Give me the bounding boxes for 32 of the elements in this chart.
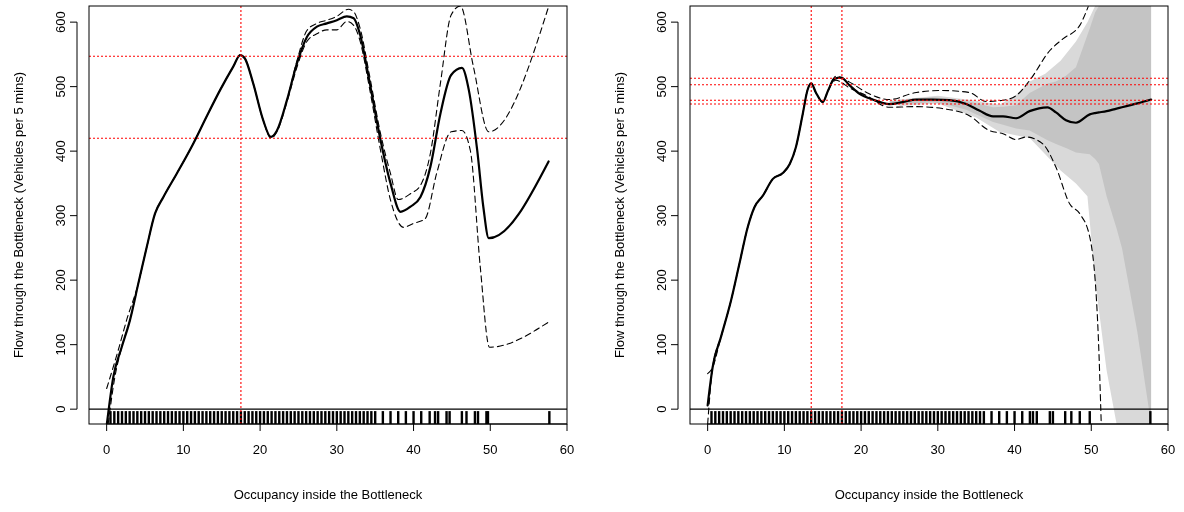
- y-tick-label: 500: [654, 75, 669, 98]
- x-tick-label: 10: [176, 442, 191, 457]
- x-tick-label: 50: [483, 442, 498, 457]
- x-axis-title: Occupancy inside the Bottleneck: [233, 487, 423, 502]
- y-tick-label: 600: [53, 11, 68, 33]
- y-axis-title: Flow through the Bottleneck (Vehicles per 5 mins): [612, 71, 627, 359]
- y-tick-label: 600: [654, 11, 669, 33]
- x-tick-label: 60: [559, 442, 575, 457]
- y-tick-label: 200: [53, 269, 68, 291]
- y-axis-title: Flow through the Bottleneck (Vehicles per 5 mins): [11, 71, 26, 359]
- y-tick-label: 100: [53, 333, 68, 356]
- x-tick-label: 30: [930, 442, 946, 457]
- x-tick-label: 60: [1160, 442, 1176, 457]
- y-tick-label: 0: [53, 405, 68, 413]
- x-tick-label: 30: [329, 442, 345, 457]
- x-tick-label: 40: [1007, 442, 1022, 457]
- x-axis-title: Occupancy inside the Bottleneck: [834, 487, 1024, 502]
- x-tick-label: 40: [406, 442, 421, 457]
- x-tick-label: 10: [777, 442, 792, 457]
- x-tick-label: 50: [1084, 442, 1099, 457]
- x-tick-label: 0: [704, 442, 712, 457]
- y-tick-label: 500: [53, 75, 68, 98]
- y-tick-label: 200: [654, 269, 669, 291]
- x-tick-label: 0: [103, 442, 111, 457]
- x-tick-label: 20: [853, 442, 869, 457]
- y-tick-label: 300: [53, 204, 68, 227]
- y-tick-label: 400: [53, 140, 68, 162]
- y-tick-label: 100: [654, 333, 669, 356]
- y-tick-label: 0: [654, 405, 669, 413]
- y-tick-label: 300: [654, 204, 669, 227]
- x-tick-label: 20: [252, 442, 268, 457]
- y-tick-label: 400: [654, 140, 669, 162]
